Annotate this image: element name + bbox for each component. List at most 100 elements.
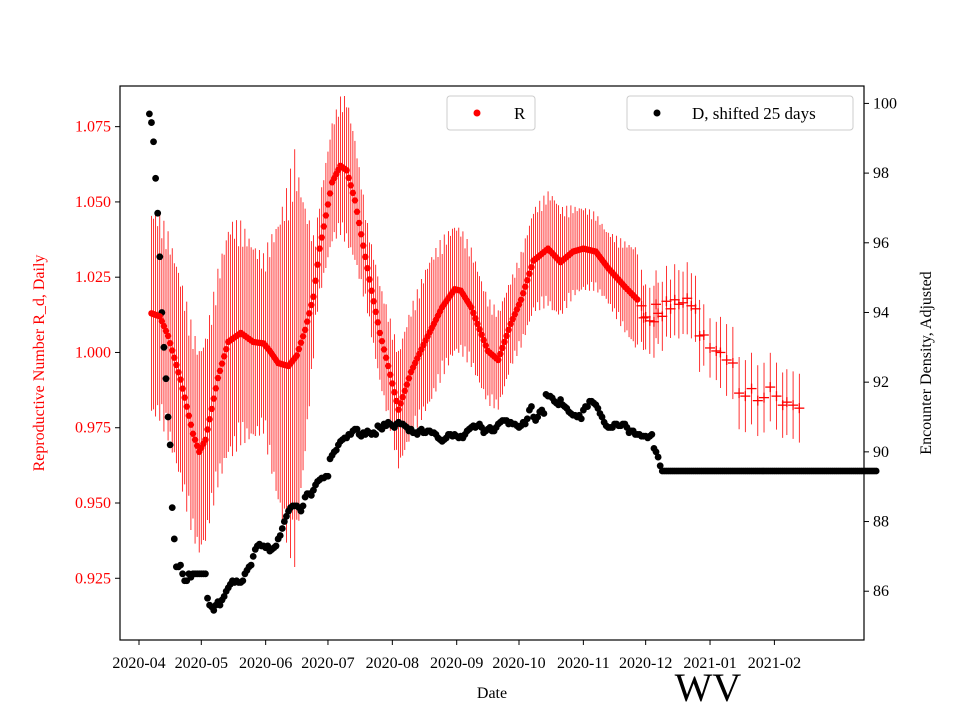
left-tick-label: 1.050 bbox=[75, 194, 111, 211]
legend-r: R bbox=[446, 95, 536, 131]
r-point bbox=[189, 430, 197, 437]
r-point bbox=[206, 416, 213, 423]
r-point bbox=[378, 337, 386, 345]
r-cross-point bbox=[638, 312, 649, 323]
r-cross-point bbox=[678, 297, 689, 308]
r-point bbox=[299, 333, 307, 340]
r-point bbox=[380, 346, 388, 353]
d-point bbox=[168, 504, 176, 511]
d-point bbox=[297, 507, 305, 515]
legend-r-marker bbox=[473, 109, 481, 117]
r-cross-point bbox=[715, 347, 726, 358]
r-point bbox=[391, 389, 398, 396]
r-point bbox=[511, 311, 519, 318]
r-point bbox=[324, 201, 332, 208]
r-point bbox=[526, 270, 533, 277]
r-point bbox=[468, 304, 475, 311]
left-tick-label: 0.975 bbox=[75, 420, 111, 437]
d-point bbox=[210, 606, 218, 614]
r-point bbox=[524, 277, 531, 284]
r-point bbox=[522, 283, 529, 290]
r-point bbox=[208, 405, 215, 413]
x-axis-ticks: 2020-04 2020-05 2020-06 2020-07 2020-08 2020-… bbox=[112, 640, 801, 672]
d-point bbox=[278, 525, 286, 532]
d-point bbox=[220, 593, 228, 600]
r-cross-point bbox=[781, 397, 792, 408]
r-point bbox=[401, 387, 408, 395]
d-point bbox=[528, 403, 535, 410]
d-point bbox=[148, 119, 155, 126]
r-point bbox=[366, 276, 373, 283]
r-point bbox=[223, 345, 230, 353]
r-cross-point bbox=[711, 345, 722, 356]
left-axis-label: Reproductive Number R_d, Daily bbox=[31, 255, 48, 472]
r-point bbox=[202, 436, 209, 443]
r-cross-point bbox=[673, 299, 684, 310]
r-cross-point bbox=[690, 303, 701, 314]
r-point bbox=[476, 326, 483, 333]
r-point bbox=[503, 332, 510, 340]
legend-r-box bbox=[446, 95, 536, 131]
r-point bbox=[214, 374, 222, 382]
d-point bbox=[353, 425, 361, 433]
r-point bbox=[187, 421, 195, 428]
r-point bbox=[177, 376, 184, 383]
r-point bbox=[322, 212, 330, 219]
r-point bbox=[345, 174, 352, 182]
right-tick-label: 98 bbox=[873, 165, 889, 182]
d-point bbox=[598, 413, 606, 421]
d-point bbox=[160, 343, 168, 351]
r-point bbox=[474, 320, 481, 328]
r-point bbox=[495, 356, 502, 364]
d-point bbox=[648, 431, 656, 438]
watermark-text: WV bbox=[675, 665, 742, 710]
d-point bbox=[372, 431, 380, 438]
r-cross-point bbox=[721, 354, 732, 365]
r-cross-point bbox=[788, 400, 799, 411]
r-point bbox=[403, 381, 411, 388]
d-point bbox=[540, 410, 548, 417]
d-point bbox=[247, 561, 255, 569]
d-point bbox=[145, 110, 153, 118]
legend-d-marker bbox=[653, 109, 661, 117]
d-point bbox=[272, 542, 280, 550]
r-point bbox=[181, 394, 188, 401]
d-point bbox=[872, 467, 880, 475]
r-point bbox=[519, 290, 527, 297]
r-point bbox=[303, 318, 311, 325]
d-point bbox=[280, 518, 288, 525]
x-tick-label: 2020-09 bbox=[430, 655, 483, 672]
r-cross-point bbox=[648, 316, 659, 327]
r-point bbox=[384, 362, 392, 370]
r-point bbox=[179, 385, 186, 392]
r-point bbox=[478, 331, 485, 338]
x-tick-label: 2020-08 bbox=[366, 655, 419, 672]
right-tick-label: 92 bbox=[873, 374, 889, 391]
r-point bbox=[301, 326, 309, 334]
r-point bbox=[220, 353, 228, 360]
left-tick-label: 0.925 bbox=[75, 570, 111, 587]
r-point bbox=[164, 332, 172, 340]
r-point bbox=[376, 329, 384, 337]
r-series-crosses bbox=[636, 293, 805, 414]
d-point bbox=[534, 413, 542, 421]
r-cross-point bbox=[765, 382, 776, 393]
x-tick-label: 2020-06 bbox=[239, 655, 292, 672]
r-point bbox=[218, 360, 226, 367]
legend-r-label: R bbox=[514, 104, 526, 123]
d-point bbox=[179, 570, 187, 578]
d-point bbox=[557, 396, 564, 403]
r-point bbox=[517, 296, 525, 303]
r-point bbox=[357, 231, 365, 238]
r-point bbox=[399, 393, 406, 401]
r-point bbox=[349, 189, 357, 197]
r-point bbox=[216, 367, 224, 375]
r-point bbox=[212, 385, 220, 392]
r-point bbox=[634, 296, 641, 303]
r-point bbox=[509, 315, 516, 323]
d-point bbox=[166, 441, 174, 449]
d-point bbox=[521, 420, 529, 428]
r-point bbox=[158, 318, 166, 325]
d-point bbox=[249, 552, 257, 560]
r-point bbox=[374, 319, 381, 326]
